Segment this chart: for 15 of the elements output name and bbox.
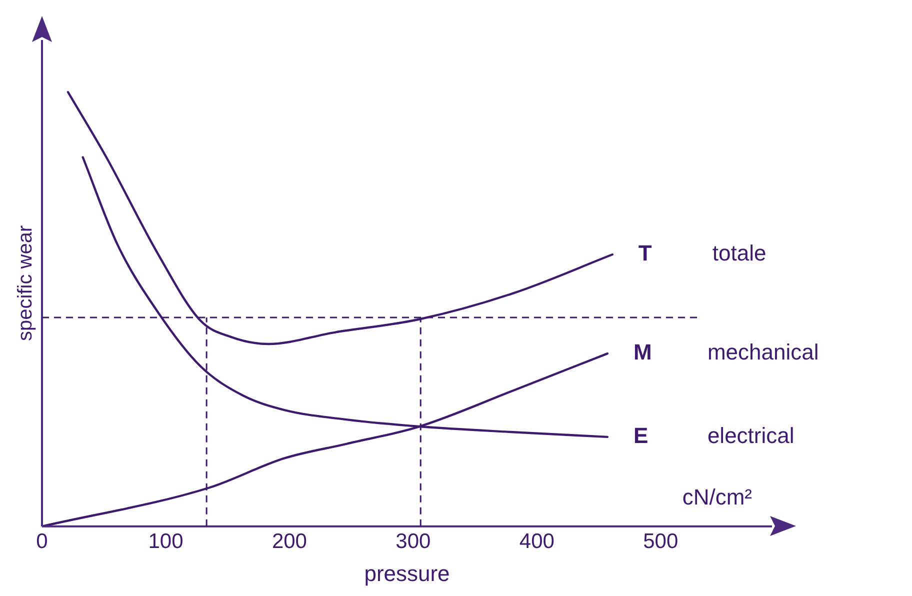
series-label: M	[633, 340, 652, 365]
x-tick-label: 400	[519, 530, 554, 553]
x-tick-label: 500	[643, 530, 678, 553]
annotation: totale	[712, 240, 766, 266]
x-tick-label: 300	[396, 530, 431, 553]
x-tick-label: 100	[148, 530, 184, 553]
series-label: T	[638, 240, 652, 266]
x-axis-title: pressure	[364, 560, 450, 586]
series-label: E	[633, 423, 648, 448]
annotation: cN/cm²	[682, 484, 752, 510]
annotation: mechanical	[707, 340, 819, 365]
y-axis-title: specific wear	[14, 225, 37, 342]
x-tick-label: 200	[272, 530, 307, 553]
annotation: electrical	[707, 423, 794, 448]
x-tick-label: 0	[36, 530, 48, 553]
